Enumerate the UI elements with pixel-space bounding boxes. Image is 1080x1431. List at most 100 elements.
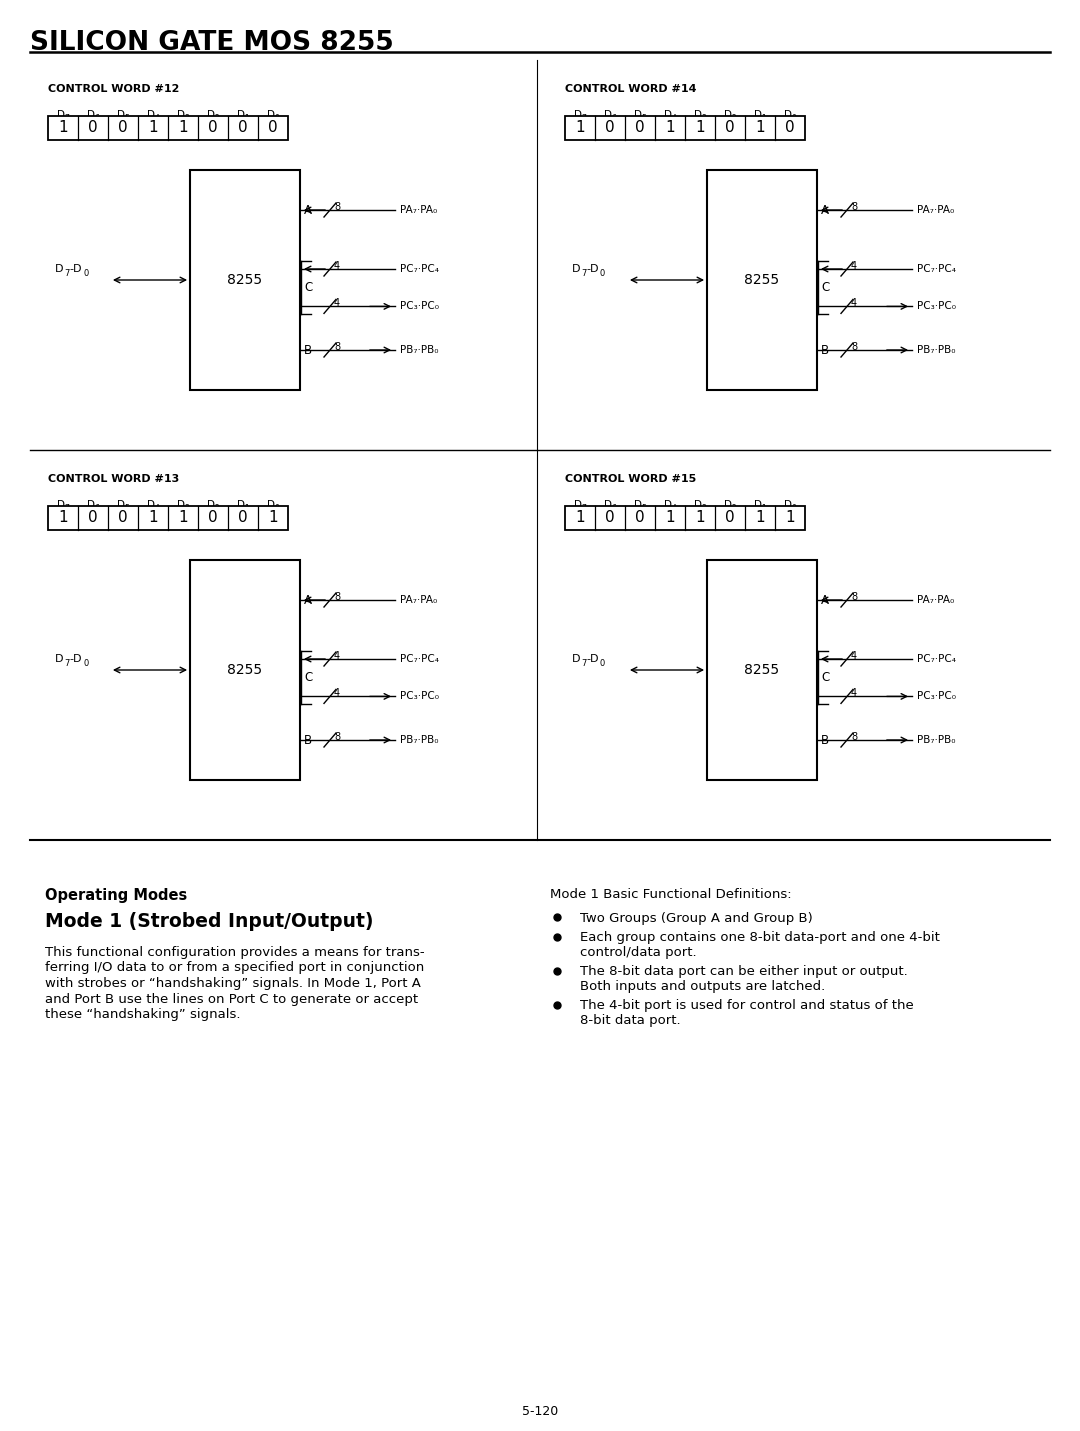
- Text: A: A: [821, 203, 829, 216]
- Text: PA₇·PA₀: PA₇·PA₀: [917, 595, 955, 605]
- Text: -D: -D: [69, 654, 81, 664]
- Text: 2: 2: [731, 114, 737, 123]
- Text: 0: 0: [208, 120, 218, 136]
- Text: 0: 0: [239, 120, 247, 136]
- Text: 8255: 8255: [228, 663, 262, 677]
- Text: and Port B use the lines on Port C to generate or accept: and Port B use the lines on Port C to ge…: [45, 993, 418, 1006]
- Text: PA₇·PA₀: PA₇·PA₀: [917, 205, 955, 215]
- Text: 2: 2: [215, 504, 219, 512]
- Text: 7: 7: [65, 504, 69, 512]
- Text: D: D: [572, 654, 581, 664]
- Text: 0: 0: [725, 511, 734, 525]
- Text: PC₃·PC₀: PC₃·PC₀: [400, 691, 438, 701]
- Text: 1: 1: [245, 114, 249, 123]
- Text: B: B: [303, 734, 312, 747]
- Text: 8‑bit data port.: 8‑bit data port.: [580, 1015, 680, 1027]
- Text: these “handshaking” signals.: these “handshaking” signals.: [45, 1007, 241, 1020]
- Text: 7: 7: [64, 269, 69, 278]
- Text: D: D: [207, 499, 215, 509]
- Bar: [48, 116, 288, 140]
- Bar: [707, 560, 816, 780]
- Text: D: D: [573, 499, 582, 509]
- Text: B: B: [821, 734, 829, 747]
- Bar: [190, 170, 300, 391]
- Text: 4: 4: [154, 114, 160, 123]
- Text: 7: 7: [581, 660, 586, 668]
- Text: D: D: [117, 110, 125, 120]
- Bar: [190, 560, 300, 780]
- Text: D: D: [664, 499, 672, 509]
- Text: 0: 0: [605, 511, 615, 525]
- Text: C: C: [303, 671, 312, 684]
- Text: 4: 4: [851, 688, 858, 698]
- Text: 0: 0: [725, 120, 734, 136]
- Text: 7: 7: [581, 114, 586, 123]
- Text: 4: 4: [851, 651, 858, 661]
- Text: Operating Modes: Operating Modes: [45, 889, 187, 903]
- Text: SILICON GATE MOS 8255: SILICON GATE MOS 8255: [30, 30, 394, 56]
- Text: 1: 1: [58, 511, 68, 525]
- Text: D: D: [87, 499, 95, 509]
- Text: 4: 4: [334, 688, 340, 698]
- Text: A: A: [303, 203, 312, 216]
- Text: D: D: [634, 110, 642, 120]
- Text: D: D: [724, 499, 732, 509]
- Text: D: D: [724, 110, 732, 120]
- Text: D: D: [207, 110, 215, 120]
- Text: 1: 1: [755, 511, 765, 525]
- Text: D: D: [57, 110, 65, 120]
- Text: 7: 7: [581, 269, 586, 278]
- Text: Mode 1 Basic Functional Definitions:: Mode 1 Basic Functional Definitions:: [550, 889, 792, 902]
- Text: D: D: [147, 110, 156, 120]
- Text: B: B: [303, 343, 312, 356]
- Text: -D: -D: [69, 263, 81, 273]
- Text: 1: 1: [58, 120, 68, 136]
- Text: -D: -D: [586, 263, 598, 273]
- Text: D: D: [784, 499, 792, 509]
- Text: 7: 7: [65, 114, 69, 123]
- Text: 1: 1: [178, 511, 188, 525]
- Text: 1: 1: [148, 120, 158, 136]
- Text: D: D: [55, 654, 64, 664]
- Text: 5: 5: [124, 504, 130, 512]
- Text: The 4‑bit port is used for control and status of the: The 4‑bit port is used for control and s…: [580, 999, 914, 1013]
- Text: 8255: 8255: [744, 273, 780, 288]
- Text: 4: 4: [672, 504, 676, 512]
- Text: D: D: [237, 499, 245, 509]
- Text: 5: 5: [642, 504, 647, 512]
- Text: CONTROL WORD #12: CONTROL WORD #12: [48, 84, 179, 94]
- Text: 0: 0: [792, 504, 796, 512]
- Text: 3: 3: [185, 114, 189, 123]
- Bar: [48, 507, 288, 529]
- Text: A: A: [821, 594, 829, 607]
- Text: 1: 1: [665, 511, 675, 525]
- Text: 1: 1: [761, 114, 767, 123]
- Text: 2: 2: [731, 504, 737, 512]
- Text: 4: 4: [851, 299, 858, 309]
- Text: PC₃·PC₀: PC₃·PC₀: [917, 691, 956, 701]
- Text: PA₇·PA₀: PA₇·PA₀: [400, 595, 437, 605]
- Text: Two Groups (Group A and Group B): Two Groups (Group A and Group B): [580, 912, 813, 924]
- Text: PB₇·PB₀: PB₇·PB₀: [917, 736, 956, 746]
- Text: PC₇·PC₄: PC₇·PC₄: [917, 263, 956, 273]
- Text: 0: 0: [600, 660, 605, 668]
- Text: PB₇·PB₀: PB₇·PB₀: [400, 736, 438, 746]
- Text: D: D: [694, 499, 702, 509]
- Text: 3: 3: [185, 504, 189, 512]
- Text: 0: 0: [635, 511, 645, 525]
- Text: 1: 1: [785, 511, 795, 525]
- Text: D: D: [267, 110, 275, 120]
- Text: 5: 5: [642, 114, 647, 123]
- Text: D: D: [87, 110, 95, 120]
- Text: D: D: [784, 110, 792, 120]
- Text: 0: 0: [83, 660, 89, 668]
- Text: 0: 0: [239, 511, 247, 525]
- Text: D: D: [664, 110, 672, 120]
- Text: 0: 0: [268, 120, 278, 136]
- Text: 0: 0: [274, 114, 280, 123]
- Text: 1: 1: [576, 120, 584, 136]
- Bar: [565, 116, 805, 140]
- Text: PA₇·PA₀: PA₇·PA₀: [400, 205, 437, 215]
- Bar: [565, 507, 805, 529]
- Text: 0: 0: [600, 269, 605, 278]
